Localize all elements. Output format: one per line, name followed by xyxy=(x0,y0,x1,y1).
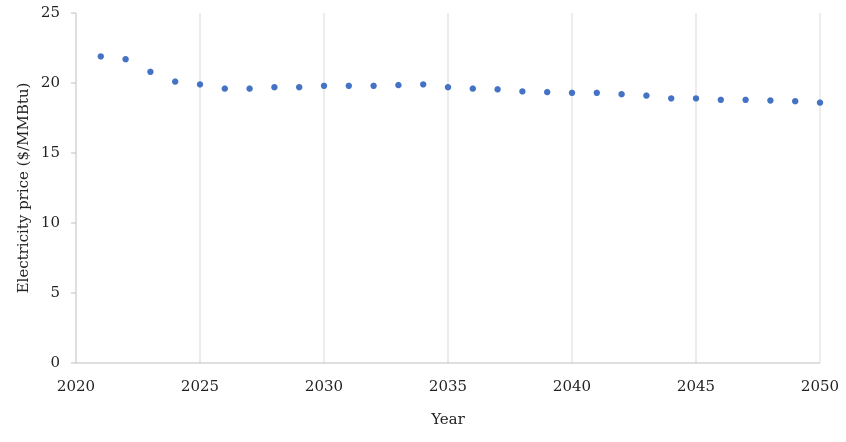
point xyxy=(717,96,724,104)
x-tick-label: 2030 xyxy=(305,377,343,395)
point xyxy=(444,84,452,91)
x-tick-label: 2020 xyxy=(57,377,95,395)
point xyxy=(767,97,774,104)
point xyxy=(519,88,526,95)
point xyxy=(370,82,377,90)
y-tick-label: 25 xyxy=(41,3,60,21)
point xyxy=(296,84,303,91)
point xyxy=(320,82,328,90)
point xyxy=(792,98,799,105)
point xyxy=(395,81,402,89)
point xyxy=(147,68,154,76)
point xyxy=(816,99,824,106)
x-tick-label: 2025 xyxy=(181,377,219,395)
point xyxy=(221,85,228,92)
x-axis-title: Year xyxy=(430,410,465,428)
point xyxy=(345,82,352,90)
point xyxy=(246,85,253,92)
point xyxy=(196,81,204,88)
x-tick-label: 2045 xyxy=(677,377,715,395)
point xyxy=(494,86,501,93)
x-tick-label: 2040 xyxy=(553,377,591,395)
point xyxy=(643,92,650,99)
point xyxy=(172,78,179,85)
x-tick-label: 2035 xyxy=(429,377,467,395)
point xyxy=(544,88,551,96)
point xyxy=(692,95,700,102)
y-tick-label: 5 xyxy=(50,283,60,301)
point xyxy=(97,53,105,60)
point xyxy=(271,84,278,91)
y-tick-label: 20 xyxy=(41,73,60,91)
x-tick-label: 2050 xyxy=(801,377,839,395)
y-tick-label: 0 xyxy=(50,353,60,371)
point xyxy=(742,96,749,104)
point xyxy=(469,85,476,92)
point xyxy=(618,91,625,98)
point xyxy=(122,56,129,63)
point xyxy=(668,95,675,102)
y-tick-label: 10 xyxy=(41,213,60,231)
y-tick-label: 15 xyxy=(41,143,60,161)
point xyxy=(593,89,600,97)
point xyxy=(420,81,427,88)
y-axis-title: Electricity price ($/MMBtu) xyxy=(14,83,32,294)
point xyxy=(568,89,576,97)
